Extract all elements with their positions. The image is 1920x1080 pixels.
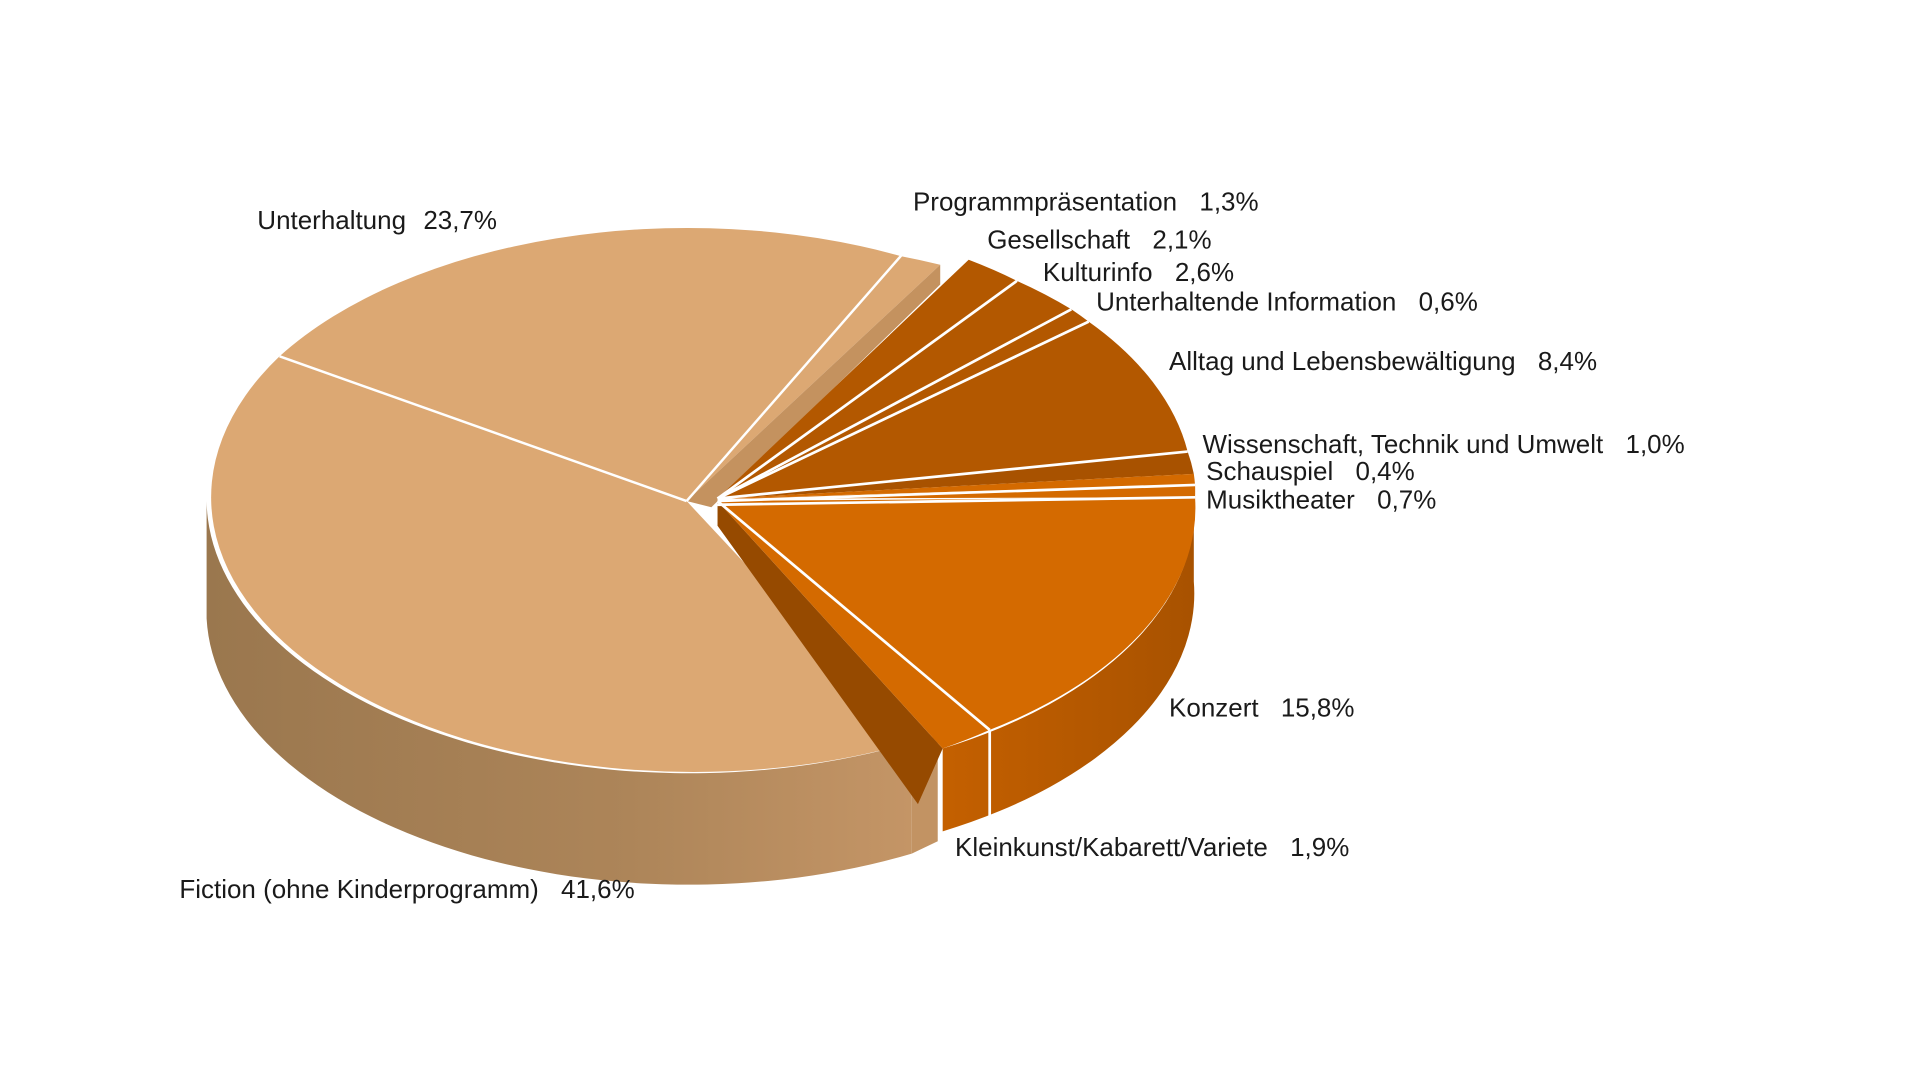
slice-konzert[interactable] [717,497,1196,730]
main-slice-group [206,227,941,885]
slice-fiction[interactable] [211,356,912,772]
label-alltag: Alltag und Lebensbewältigung 8,4% [1169,346,1597,376]
slice-cut-face-programm [686,264,941,508]
label-kleinkunst: Kleinkunst/Kabarett/Variete 1,9% [955,832,1349,862]
label-gesellschaft: Gesellschaft 2,1% [987,225,1211,255]
slice-kulturinfo[interactable] [717,280,1072,499]
slice-side-fiction [206,501,912,885]
slice-kleinkunst[interactable] [717,501,990,749]
exploded-slice-group [716,259,1196,832]
label-schauspiel: Schauspiel 0,4% [1206,456,1415,486]
label-unterhaltung: Unterhaltung 23,7% [257,205,497,235]
label-programmpraesentation: Programmpräsentation 1,3% [913,186,1259,216]
slice-programmpraesentation[interactable] [686,256,941,502]
label-konzert: Konzert 15,8% [1169,692,1354,722]
slice-alltag[interactable] [717,321,1188,499]
label-kulturinfo: Kulturinfo 2,6% [1043,257,1234,287]
label-fiction: Fiction (ohne Kinderprogramm) 41,6% [179,874,634,904]
slice-labels: Unterhaltung 23,7% Programmpräsentation 1,… [179,186,1684,904]
slice-schauspiel[interactable] [717,473,1196,499]
slice-gesellschaft[interactable] [717,259,1017,499]
label-wissenschaft: Wissenschaft, Technik und Umwelt 1,0% [1202,429,1684,459]
slice-cut-face-kleinkunst [717,501,943,805]
label-musiktheater: Musiktheater 0,7% [1206,484,1436,514]
label-unterhaltende-information: Unterhaltende Information 0,6% [1096,287,1478,317]
slice-side-konzert [942,501,1195,832]
slice-unterhaltende-information[interactable] [717,309,1089,499]
